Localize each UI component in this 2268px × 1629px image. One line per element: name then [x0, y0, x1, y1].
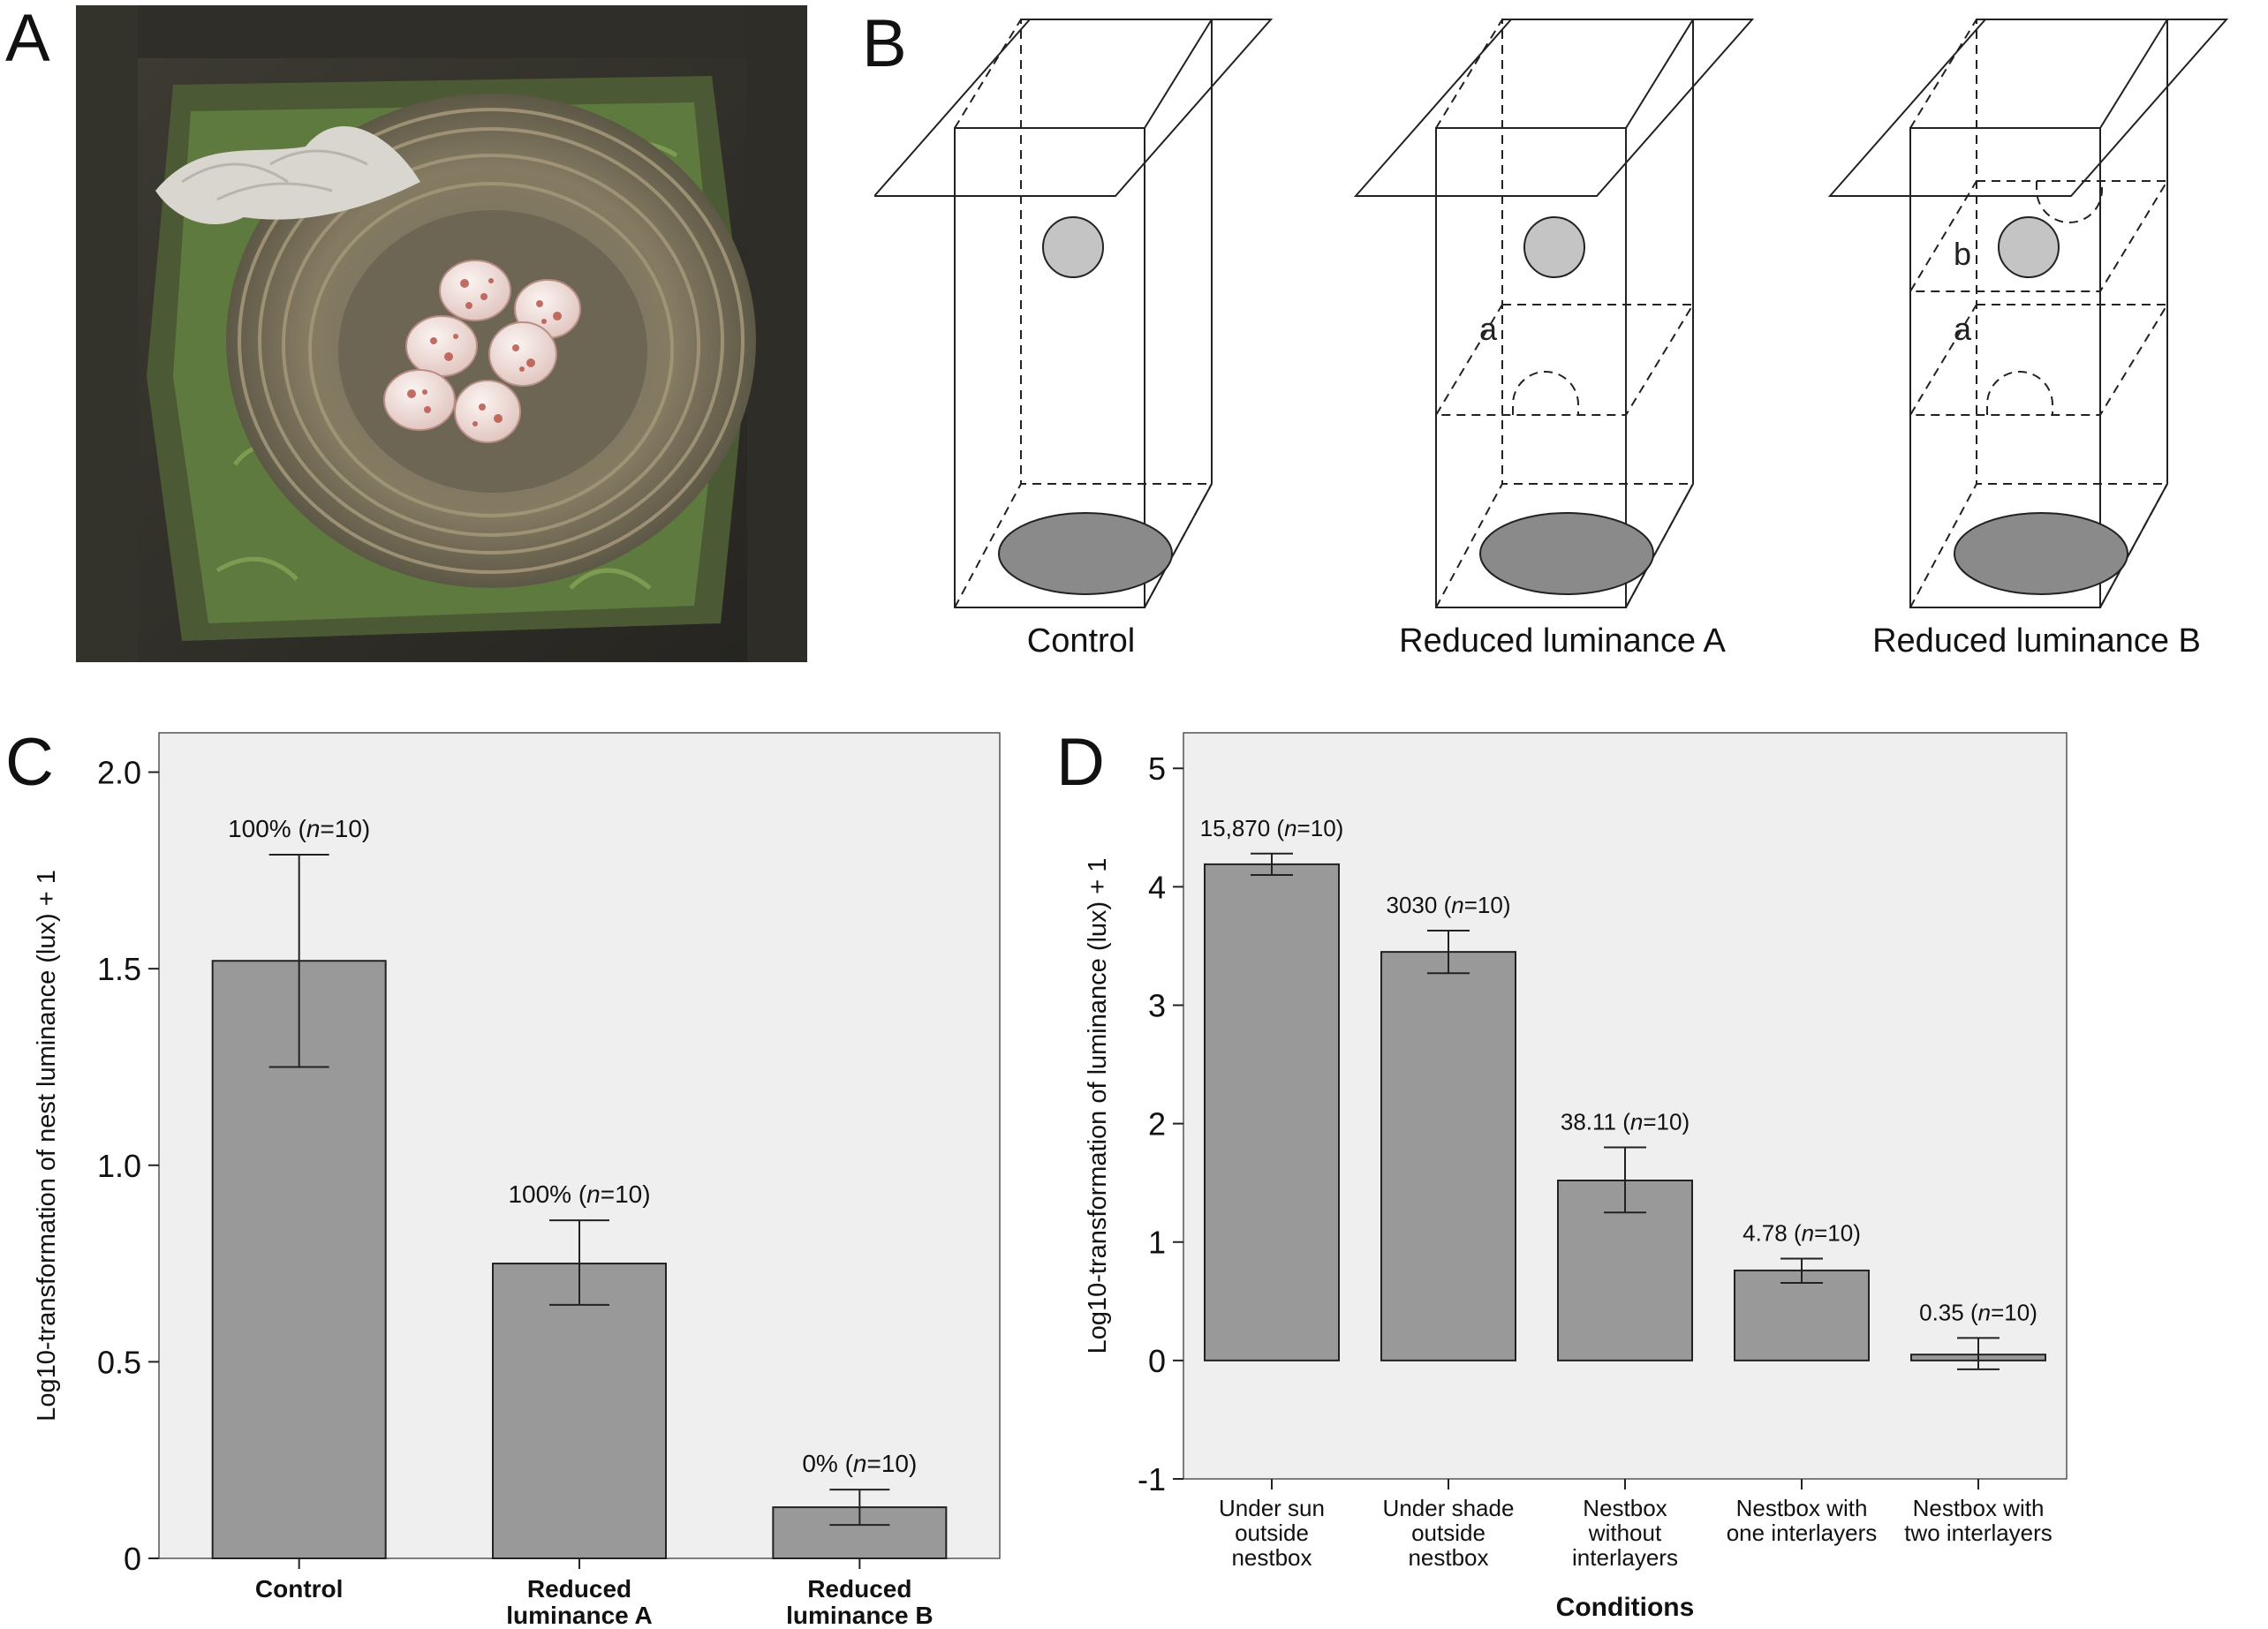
x-tick-label: Nestbox with two interlayers: [1904, 1495, 2053, 1546]
error-bar: [268, 854, 329, 1068]
x-axis-label: Conditions: [1556, 1593, 1695, 1622]
error-bar: [549, 1219, 609, 1306]
nest-ellipse: [1954, 512, 2128, 595]
nestbox-label: Control: [1027, 622, 1136, 660]
y-tick-label: -1: [1138, 1461, 1166, 1497]
bar: [1380, 951, 1516, 1361]
y-tick-label: 0.5: [97, 1344, 141, 1380]
entrance-hole: [1998, 216, 2060, 278]
x-tick-label: Under shade outside nestbox: [1383, 1495, 1515, 1571]
bar: [1204, 863, 1340, 1361]
eggs: [383, 260, 581, 443]
y-axis-label: Log10-transformation of nest luminance (…: [33, 870, 61, 1422]
y-tick-label: 0: [1148, 1343, 1166, 1379]
interlayer-a: [1434, 304, 1695, 416]
nestbox-label: Reduced luminance A: [1399, 622, 1726, 660]
y-tick-label: 4: [1148, 869, 1166, 905]
y-axis-label: Log10-transformation of luminance (lux) …: [1084, 858, 1112, 1354]
interlayer-a: [1909, 304, 2169, 416]
nestbox-3: a b Reduced luminance B: [1827, 19, 2229, 660]
bar-value-label: 15,870 (n=10): [1200, 815, 1344, 841]
error-bar: [1251, 852, 1293, 876]
y-tick-label: 5: [1148, 750, 1166, 787]
panel-letter-d: D: [1056, 725, 1105, 800]
error-bar: [1780, 1257, 1823, 1285]
bar-value-label: 3030 (n=10): [1387, 892, 1511, 918]
nestbox-diagram: Control a Reduced luminance A a b Reduced lum…: [874, 19, 2229, 660]
bar: [492, 1263, 667, 1559]
x-tick-label: Reduced luminance B: [786, 1575, 933, 1629]
error-bar: [829, 1489, 890, 1527]
nestbox-label: Reduced luminance B: [1872, 622, 2201, 660]
x-tick-label: Control: [255, 1575, 344, 1603]
y-tick-label: 1: [1148, 1225, 1166, 1261]
y-tick-label: 1.5: [97, 951, 141, 987]
bar-value-label: 100% (n=10): [228, 815, 370, 842]
nest-photo: [76, 5, 807, 662]
y-tick-label: 1.0: [97, 1148, 141, 1184]
x-tick-label: Reduced luminance A: [506, 1575, 652, 1629]
error-bar: [1604, 1146, 1646, 1214]
panel-letter-a: A: [5, 1, 50, 76]
y-tick-label: 3: [1148, 987, 1166, 1023]
entrance-hole: [1042, 216, 1104, 278]
panel-letter-b: B: [862, 6, 907, 81]
x-tick-label: Under sun outside nestbox: [1219, 1495, 1325, 1571]
panel-letter-c: C: [5, 725, 54, 800]
chart-d: -1 0 1 2 3 4 5 Log10-transformation of luminanc…: [1084, 732, 2068, 1622]
error-bar: [1957, 1337, 2000, 1370]
bar-value-label: 0% (n=10): [802, 1450, 917, 1477]
nest-ellipse: [1479, 512, 1654, 595]
interlayer-label-b: b: [1954, 236, 1971, 272]
x-tick-label: Nestbox with one interlayers: [1727, 1495, 1878, 1546]
interlayer-label-a: a: [1479, 311, 1498, 347]
x-tick-label: Nestbox without interlayers: [1572, 1495, 1678, 1571]
bar-value-label: 4.78 (n=10): [1743, 1220, 1861, 1247]
bar-value-label: 100% (n=10): [508, 1180, 650, 1208]
bar-value-label: 0.35 (n=10): [1919, 1299, 2037, 1325]
entrance-hole: [1523, 216, 1585, 278]
error-bar: [1427, 929, 1470, 975]
bar-value-label: 38.11 (n=10): [1561, 1108, 1690, 1135]
nestbox-2: a Reduced luminance A: [1353, 19, 1755, 660]
interlayer-label-a: a: [1954, 311, 1972, 347]
y-tick-label: 2: [1148, 1106, 1166, 1143]
y-tick-label: 0: [124, 1541, 141, 1577]
y-tick-label: 2.0: [97, 755, 141, 791]
chart-c: 0 0.5 1.0 1.5 2.0 Log10-transformation of nes…: [33, 732, 1001, 1629]
nestbox-1: Control: [874, 19, 1274, 660]
bar: [1734, 1269, 1870, 1361]
nest-ellipse: [998, 512, 1173, 595]
